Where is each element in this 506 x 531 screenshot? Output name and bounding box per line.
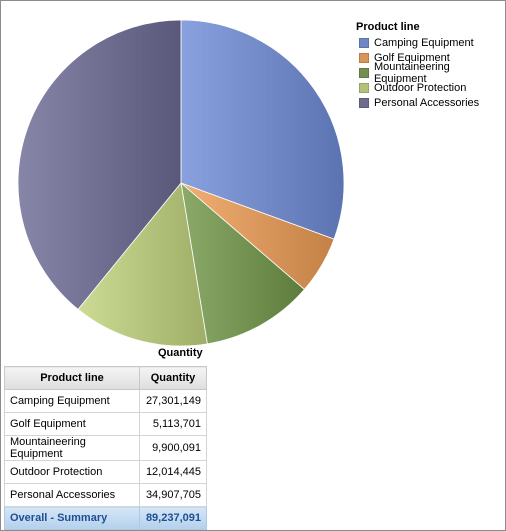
table-row: Golf Equipment 5,113,701 — [4, 412, 207, 436]
legend-title: Product line — [356, 21, 420, 33]
column-header-product-line[interactable]: Product line — [4, 366, 140, 390]
summary-total-row: Overall - Summary 89,237,091 — [4, 506, 207, 530]
pie-chart — [17, 19, 345, 347]
row-label: Outdoor Protection — [4, 460, 140, 484]
row-label: Camping Equipment — [4, 389, 140, 413]
row-label: Mountaineering Equipment — [4, 435, 140, 461]
row-value: 27,301,149 — [139, 389, 207, 413]
pie-slice-camping-equipment — [180, 19, 345, 240]
row-value: 34,907,705 — [139, 483, 207, 507]
table-row: Camping Equipment 27,301,149 — [4, 389, 207, 413]
legend-label: Camping Equipment — [374, 36, 474, 49]
legend-item-camping-equipment: Camping Equipment — [356, 35, 505, 50]
pie-slice-personal-accessories — [17, 19, 182, 310]
legend-swatch — [359, 82, 369, 93]
legend-swatch — [359, 67, 369, 78]
row-label: Golf Equipment — [4, 412, 140, 436]
legend-swatch — [359, 97, 369, 108]
legend-swatch — [359, 37, 369, 48]
chart-legend: Product line Camping Equipment Golf Equi… — [356, 21, 505, 110]
table-row: Personal Accessories 34,907,705 — [4, 483, 207, 507]
legend-label: Golf Equipment — [374, 51, 450, 64]
legend-item-personal-accessories: Personal Accessories — [356, 95, 505, 110]
chart-measure-label: Quantity — [158, 347, 203, 359]
legend-label: Mountaineering Equipment — [373, 60, 450, 85]
legend-item-golf-equipment: Golf Equipment — [356, 50, 505, 65]
total-label: Overall - Summary — [4, 506, 140, 530]
table-row: Outdoor Protection 12,014,445 — [4, 460, 207, 484]
legend-label: Outdoor Protection — [374, 81, 467, 94]
summary-table: Product line Quantity Camping Equipment … — [4, 366, 207, 530]
legend-item-outdoor-protection: Outdoor Protection — [356, 80, 505, 95]
pie-slice-outdoor-protection — [77, 182, 208, 347]
legend-label: Personal Accessories — [374, 96, 480, 109]
column-header-quantity[interactable]: Quantity — [139, 366, 207, 390]
legend-swatch — [359, 52, 369, 63]
table-row: Mountaineering Equipment 9,900,091 — [4, 435, 207, 461]
total-value: 89,237,091 — [139, 506, 207, 530]
legend-item-mountaineering-equipment: Mountaineering Equipment — [356, 61, 505, 85]
table-header-row: Product line Quantity — [4, 366, 207, 390]
row-value: 5,113,701 — [139, 412, 207, 436]
row-label: Personal Accessories — [4, 483, 140, 507]
row-value: 12,014,445 — [139, 460, 207, 484]
row-value: 9,900,091 — [139, 435, 207, 461]
pie-slice-mountaineering-equipment — [180, 181, 306, 345]
